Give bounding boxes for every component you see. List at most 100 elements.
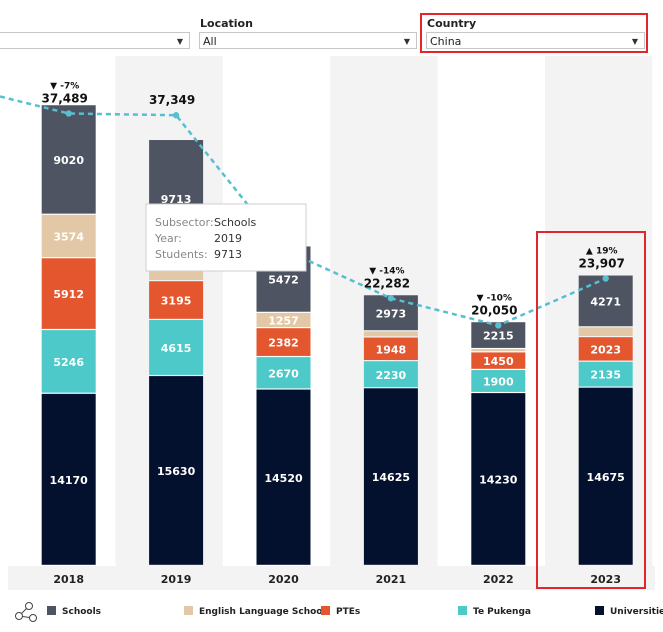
segment-value-label: 4271 <box>590 295 621 308</box>
bar-segment-te-pukenga[interactable] <box>256 357 311 389</box>
change-label: ▼ -14% <box>369 266 404 276</box>
x-tick-label: 2018 <box>53 573 84 586</box>
country-select[interactable]: China ▼ <box>426 32 645 49</box>
segment-value-label: 4615 <box>161 342 192 355</box>
bar-segment-universities[interactable] <box>363 388 418 565</box>
country-highlight-box <box>420 13 648 53</box>
legend-item-english-language-school[interactable]: English Language School <box>184 606 326 617</box>
legend-item-universities[interactable]: Universities <box>595 606 663 617</box>
bar-segment-english-language-school[interactable] <box>471 349 526 352</box>
location-select-value: All <box>203 35 217 48</box>
segment-value-label: 1900 <box>483 376 514 389</box>
total-label: 23,907 <box>579 257 625 271</box>
trend-point[interactable] <box>172 112 180 119</box>
location-select[interactable]: All ▼ <box>199 32 417 49</box>
bar-segment-universities[interactable] <box>256 389 311 565</box>
total-label: 37,349 <box>149 93 195 107</box>
change-label: ▼ -10% <box>477 293 512 303</box>
segment-value-label: 9020 <box>53 154 84 167</box>
segment-value-label: 3195 <box>161 295 192 308</box>
segment-value-label: 14230 <box>479 474 518 487</box>
highlight-2023-box <box>536 231 646 589</box>
legend-label: Schools <box>62 607 102 617</box>
segment-value-label: 14520 <box>264 472 303 485</box>
x-axis-band <box>8 566 655 590</box>
country-select-value: China <box>430 35 462 48</box>
filter-bar: ▼ Location All ▼ Country China ▼ <box>0 0 663 56</box>
trend-point[interactable] <box>65 110 72 117</box>
chevron-down-icon: ▼ <box>631 37 638 46</box>
chevron-down-icon: ▼ <box>403 37 410 46</box>
bar-segment-english-language-school[interactable] <box>363 331 418 337</box>
tooltip-key: Subsector: <box>155 216 214 229</box>
legend-item-ptes[interactable]: PTEs <box>321 606 360 617</box>
segment-value-label: 1948 <box>376 343 407 356</box>
bar-segment-ptes[interactable] <box>41 258 96 329</box>
bar-segment-universities[interactable] <box>578 387 633 565</box>
bar-segment-ptes[interactable] <box>256 328 311 356</box>
legend: Schools English Language School PTEs Te … <box>0 596 663 632</box>
bar-segment-ptes[interactable] <box>149 281 204 319</box>
segment-value-label: 2973 <box>376 307 407 320</box>
segment-value-label: 9713 <box>161 193 192 206</box>
subsector-select[interactable]: ▼ <box>0 32 190 49</box>
segment-value-label: 2382 <box>268 337 299 350</box>
change-label: ▼ -7% <box>50 82 79 92</box>
tooltip <box>145 203 307 272</box>
legend-label: English Language School <box>199 607 326 617</box>
tooltip-value: Schools <box>214 216 257 229</box>
bar-segment-ptes[interactable] <box>471 352 526 369</box>
bar-segment-english-language-school[interactable] <box>41 214 96 258</box>
tooltip-value: 2019 <box>214 232 242 245</box>
segment-value-label: 2230 <box>376 369 407 382</box>
bar-segment-te-pukenga[interactable] <box>149 320 204 375</box>
legend-swatch <box>595 606 604 615</box>
bar-segment-ptes[interactable] <box>578 337 633 361</box>
bar-segment-english-language-school[interactable] <box>578 327 633 336</box>
bar-segment-universities[interactable] <box>41 393 96 565</box>
legend-label: PTEs <box>336 607 361 617</box>
legend-item-te-pukenga[interactable]: Te Pukenga <box>458 606 531 617</box>
connections-icon <box>15 602 37 622</box>
bar-segment-te-pukenga[interactable] <box>41 330 96 393</box>
segment-value-label: 1450 <box>483 355 514 368</box>
total-label: 20,050 <box>471 303 517 317</box>
tooltip-key: Students: <box>155 248 208 261</box>
bar-segment-universities[interactable] <box>471 393 526 565</box>
bar-segment-english-language-school[interactable] <box>256 312 311 328</box>
segment-value-label: 5246 <box>53 356 84 369</box>
bar-segment-schools[interactable] <box>578 275 633 327</box>
segment-value-label: 5912 <box>53 288 84 301</box>
total-label: 22,282 <box>364 276 410 290</box>
segment-value-label: 5472 <box>268 274 299 287</box>
bar-segment-te-pukenga[interactable] <box>471 370 526 392</box>
segment-value-label: 2135 <box>590 369 621 382</box>
legend-swatch <box>458 606 467 615</box>
x-tick-label: 2023 <box>590 573 621 586</box>
total-label: 37,489 <box>42 92 88 106</box>
trend-point[interactable] <box>495 322 502 329</box>
bar-segment-te-pukenga[interactable] <box>363 361 418 388</box>
bar-segment-te-pukenga[interactable] <box>578 361 633 387</box>
segment-value-label: 15630 <box>157 465 196 478</box>
trend-point[interactable] <box>387 295 395 302</box>
chevron-down-icon: ▼ <box>176 37 183 46</box>
x-tick-label: 2020 <box>268 573 299 586</box>
bar-segment-universities[interactable] <box>149 376 204 565</box>
segment-value-label: 14170 <box>50 474 89 487</box>
segment-value-label: 14675 <box>587 471 625 484</box>
location-label: Location <box>200 17 253 30</box>
change-label: ▲ 19% <box>586 247 618 257</box>
legend-item-schools[interactable]: Schools <box>47 606 101 617</box>
tooltip-value: 9713 <box>214 248 242 261</box>
segment-value-label: 3574 <box>53 231 84 244</box>
segment-value-label: 2215 <box>483 330 514 343</box>
x-tick-label: 2022 <box>483 573 514 586</box>
x-tick-label: 2021 <box>376 573 407 586</box>
trend-point[interactable] <box>602 275 609 282</box>
legend-swatch <box>184 606 193 615</box>
segment-value-label: 14625 <box>372 471 410 484</box>
bar-segment-schools[interactable] <box>41 105 96 214</box>
country-label: Country <box>427 17 477 30</box>
bar-segment-ptes[interactable] <box>363 337 418 361</box>
